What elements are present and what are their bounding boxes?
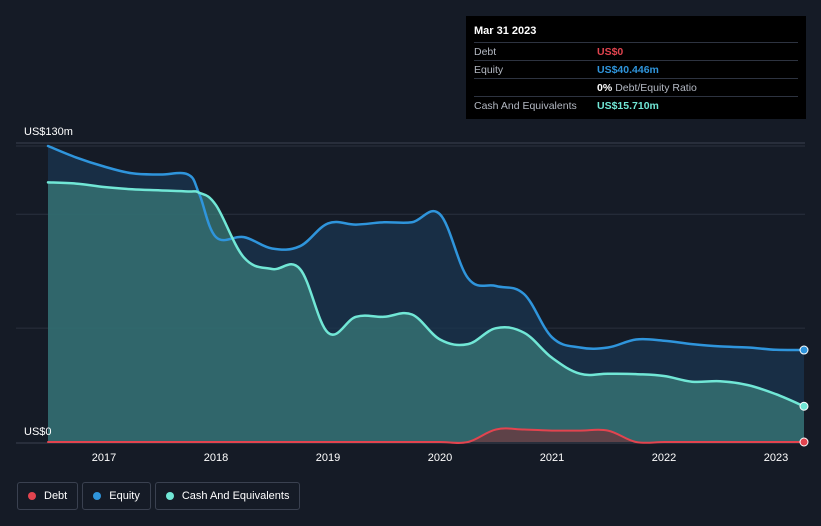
x-tick-2019: 2019 xyxy=(316,452,340,464)
tooltip-row-cash: Cash And Equivalents US$15.710m xyxy=(474,96,798,114)
x-tick-2018: 2018 xyxy=(204,452,228,464)
legend-item-equity[interactable]: Equity xyxy=(82,482,151,510)
x-tick-2017: 2017 xyxy=(92,452,116,464)
cash-dot-icon xyxy=(165,492,174,500)
cash-endpoint xyxy=(799,401,809,411)
equity-dot-icon xyxy=(93,492,102,500)
equity-line xyxy=(46,144,806,352)
chart-legend: Debt Equity Cash And Equivalents xyxy=(17,482,301,510)
legend-label-cash: Cash And Equivalents xyxy=(181,490,290,502)
tooltip-cash-label: Cash And Equivalents xyxy=(474,99,577,112)
tooltip-equity-value: US$40.446m xyxy=(597,63,659,76)
tooltip-date: Mar 31 2023 xyxy=(474,25,537,37)
x-tick-2022: 2022 xyxy=(652,452,676,464)
x-tick-2021: 2021 xyxy=(540,452,564,464)
tooltip-row-equity: Equity US$40.446m xyxy=(474,60,798,78)
legend-label-debt: Debt xyxy=(44,490,68,502)
legend-item-debt[interactable]: Debt xyxy=(17,482,79,510)
tooltip-debt-value: US$0 xyxy=(597,45,624,58)
series-endpoints xyxy=(799,345,809,447)
debt-dot-icon xyxy=(28,492,36,500)
x-tick-2020: 2020 xyxy=(428,452,452,464)
tooltip-row-ratio: 0% Debt/Equity Ratio xyxy=(474,78,798,96)
tooltip-ratio-label: Debt/Equity Ratio xyxy=(615,81,697,94)
tooltip-row-debt: Debt US$0 xyxy=(474,42,798,60)
cash-line xyxy=(46,181,806,408)
tooltip-equity-label: Equity xyxy=(474,63,504,76)
tooltip-cash-value: US$15.710m xyxy=(597,99,659,112)
debt-line xyxy=(47,427,805,445)
legend-label-equity: Equity xyxy=(109,490,140,502)
tooltip-panel: Mar 31 2023 Debt US$0 Equity US$40.446m … xyxy=(466,16,806,119)
debt-area xyxy=(48,428,804,444)
legend-item-cash[interactable]: Cash And Equivalents xyxy=(154,482,301,510)
y-axis-bottom-label: US$0 xyxy=(24,426,52,438)
x-axis-ticks: 2017 2018 2019 2020 2021 2022 2023 xyxy=(92,452,788,464)
tooltip-debt-label: Debt xyxy=(474,45,497,58)
debt-endpoint xyxy=(799,437,809,447)
tooltip-ratio-pct: 0% xyxy=(597,81,613,94)
equity-endpoint xyxy=(799,345,809,355)
x-tick-2023: 2023 xyxy=(764,452,788,464)
series-lines xyxy=(46,144,806,445)
y-axis-top-label: US$130m xyxy=(24,126,73,138)
